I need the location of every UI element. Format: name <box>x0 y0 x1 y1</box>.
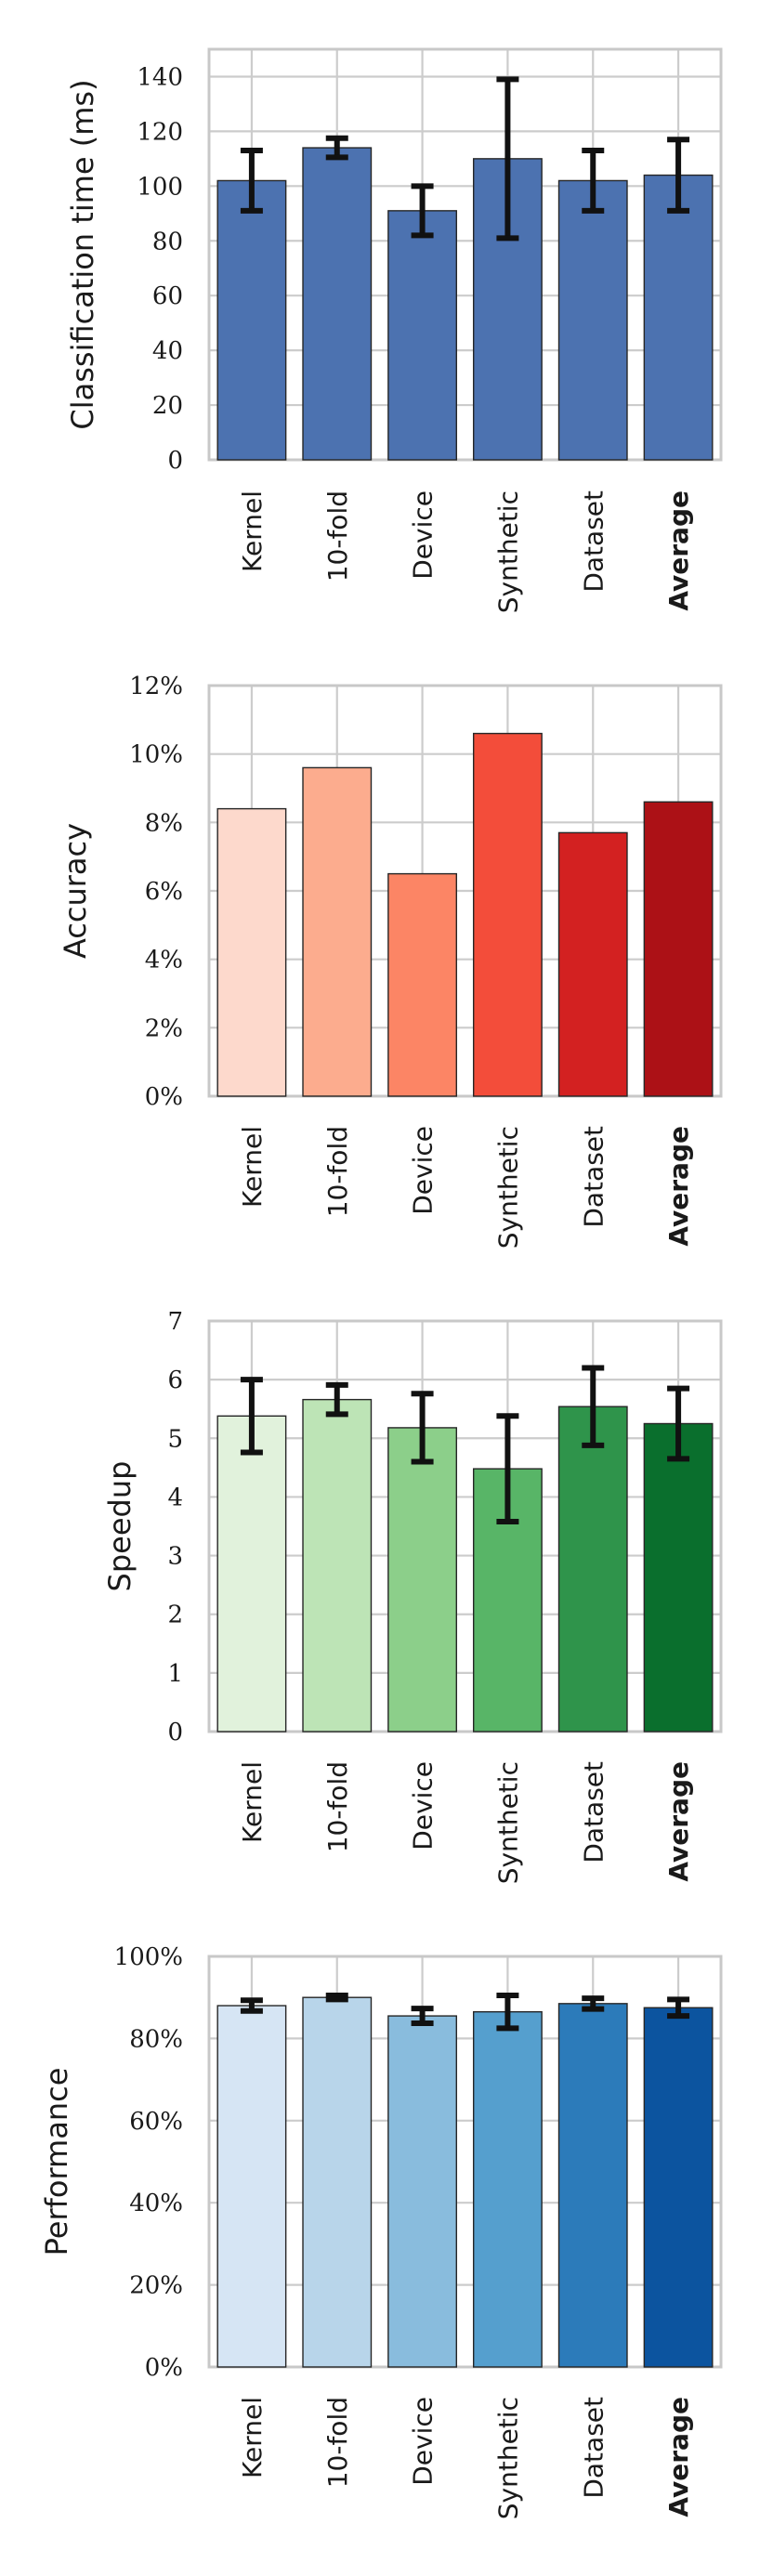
x-category-label: Kernel <box>237 1126 268 1208</box>
x-category-label: 10-fold <box>322 1761 353 1852</box>
x-category-label: Synthetic <box>492 490 523 613</box>
plot-frame <box>207 1955 723 2369</box>
y-tick-label: 0 <box>167 1719 183 1746</box>
bar-dataset <box>557 1406 628 1733</box>
y-tick-label: 80% <box>129 2025 183 2053</box>
bar-average <box>643 801 714 1097</box>
x-category-label: Synthetic <box>492 1761 523 1884</box>
y-tick-label: 2 <box>167 1602 183 1629</box>
y-axis-label: Classification time (ms) <box>65 79 100 429</box>
x-category-label: 10-fold <box>322 490 353 582</box>
bar-10-fold <box>302 766 373 1097</box>
x-category-label: Dataset <box>578 1761 609 1863</box>
y-axis-label: Speedup <box>102 1461 138 1592</box>
y-axis-label: Performance <box>39 2068 74 2256</box>
y-tick-label: 4 <box>167 1484 183 1511</box>
chart-panel-3: 0 1 2 3 4 5 6 7 Kernel 10-fold Device Synthetic Data… <box>102 1308 723 1884</box>
plot-frame <box>207 47 723 462</box>
y-tick-label: 0 <box>167 447 183 475</box>
bar-average <box>643 2007 714 2368</box>
bar-10-fold <box>302 1398 373 1733</box>
y-tick-label: 10% <box>129 741 183 769</box>
bar-average <box>643 1422 714 1733</box>
bar-dataset <box>557 831 628 1097</box>
y-tick-label: 100% <box>114 1943 183 1971</box>
bar-synthetic <box>472 2010 543 2368</box>
y-tick-label: 4% <box>145 947 183 974</box>
bar-average <box>643 174 714 461</box>
x-category-label: Device <box>408 2397 439 2486</box>
y-tick-label: 3 <box>167 1543 183 1571</box>
x-category-label: Average <box>663 2397 694 2517</box>
plot-frame <box>207 684 723 1098</box>
x-category-label: Average <box>663 1761 694 1882</box>
y-tick-label: 100 <box>137 173 183 201</box>
x-category-label: Synthetic <box>492 1126 523 1249</box>
y-tick-label: 120 <box>137 118 183 146</box>
y-tick-label: 2% <box>145 1014 183 1042</box>
y-tick-label: 6 <box>167 1366 183 1394</box>
bar-synthetic <box>472 732 543 1097</box>
y-tick-label: 20% <box>129 2272 183 2300</box>
x-category-label: Average <box>663 490 694 611</box>
bar-10-fold <box>302 1996 373 2368</box>
x-category-label: Average <box>663 1126 694 1247</box>
bar-dataset <box>557 179 628 461</box>
x-category-label: Synthetic <box>492 2397 523 2519</box>
bar-kernel <box>216 807 287 1097</box>
x-category-label: Kernel <box>237 490 268 572</box>
bar-kernel <box>216 2005 287 2368</box>
y-tick-label: 1 <box>167 1660 183 1688</box>
y-tick-label: 7 <box>167 1308 183 1336</box>
x-category-label: 10-fold <box>322 1126 353 1217</box>
y-tick-label: 40% <box>129 2190 183 2217</box>
x-category-label: Device <box>408 490 439 580</box>
y-tick-label: 12% <box>129 673 183 700</box>
y-tick-label: 8% <box>145 809 183 837</box>
x-category-label: 10-fold <box>322 2397 353 2488</box>
bar-dataset <box>557 2003 628 2368</box>
chart-panel-2: 0% 2% 4% 6% 8% 10% 12% Kernel 10-fold Device Synth… <box>58 673 723 1249</box>
y-tick-label: 140 <box>137 63 183 91</box>
bar-10-fold <box>302 147 373 461</box>
bar-kernel <box>216 1415 287 1733</box>
y-tick-label: 60% <box>129 2108 183 2136</box>
x-category-label: Kernel <box>237 1761 268 1843</box>
x-category-label: Dataset <box>578 490 609 593</box>
x-category-label: Dataset <box>578 1126 609 1228</box>
y-tick-label: 20 <box>152 392 183 420</box>
x-category-label: Dataset <box>578 2397 609 2499</box>
y-tick-label: 80 <box>152 228 183 255</box>
y-tick-label: 60 <box>152 282 183 310</box>
bar-device <box>387 1427 458 1733</box>
y-axis-label: Accuracy <box>58 823 93 959</box>
y-tick-label: 0% <box>145 1083 183 1111</box>
chart-panel-1: 0 20 40 60 80 100 120 140 Kernel 10-fold Device Syn… <box>65 47 723 613</box>
x-category-label: Device <box>408 1126 439 1215</box>
bar-device <box>387 2015 458 2368</box>
y-tick-label: 5 <box>167 1425 183 1453</box>
y-tick-label: 0% <box>145 2354 183 2382</box>
chart-panel-4: 0% 20% 40% 60% 80% 100% Kernel 10-fold Device Syn… <box>39 1943 723 2519</box>
x-category-label: Device <box>408 1761 439 1850</box>
bar-device <box>387 872 458 1097</box>
plot-frame <box>207 1319 723 1733</box>
x-category-label: Kernel <box>237 2397 268 2478</box>
y-tick-label: 40 <box>152 337 183 365</box>
y-tick-label: 6% <box>145 878 183 906</box>
bar-kernel <box>216 179 287 461</box>
bar-device <box>387 210 458 461</box>
